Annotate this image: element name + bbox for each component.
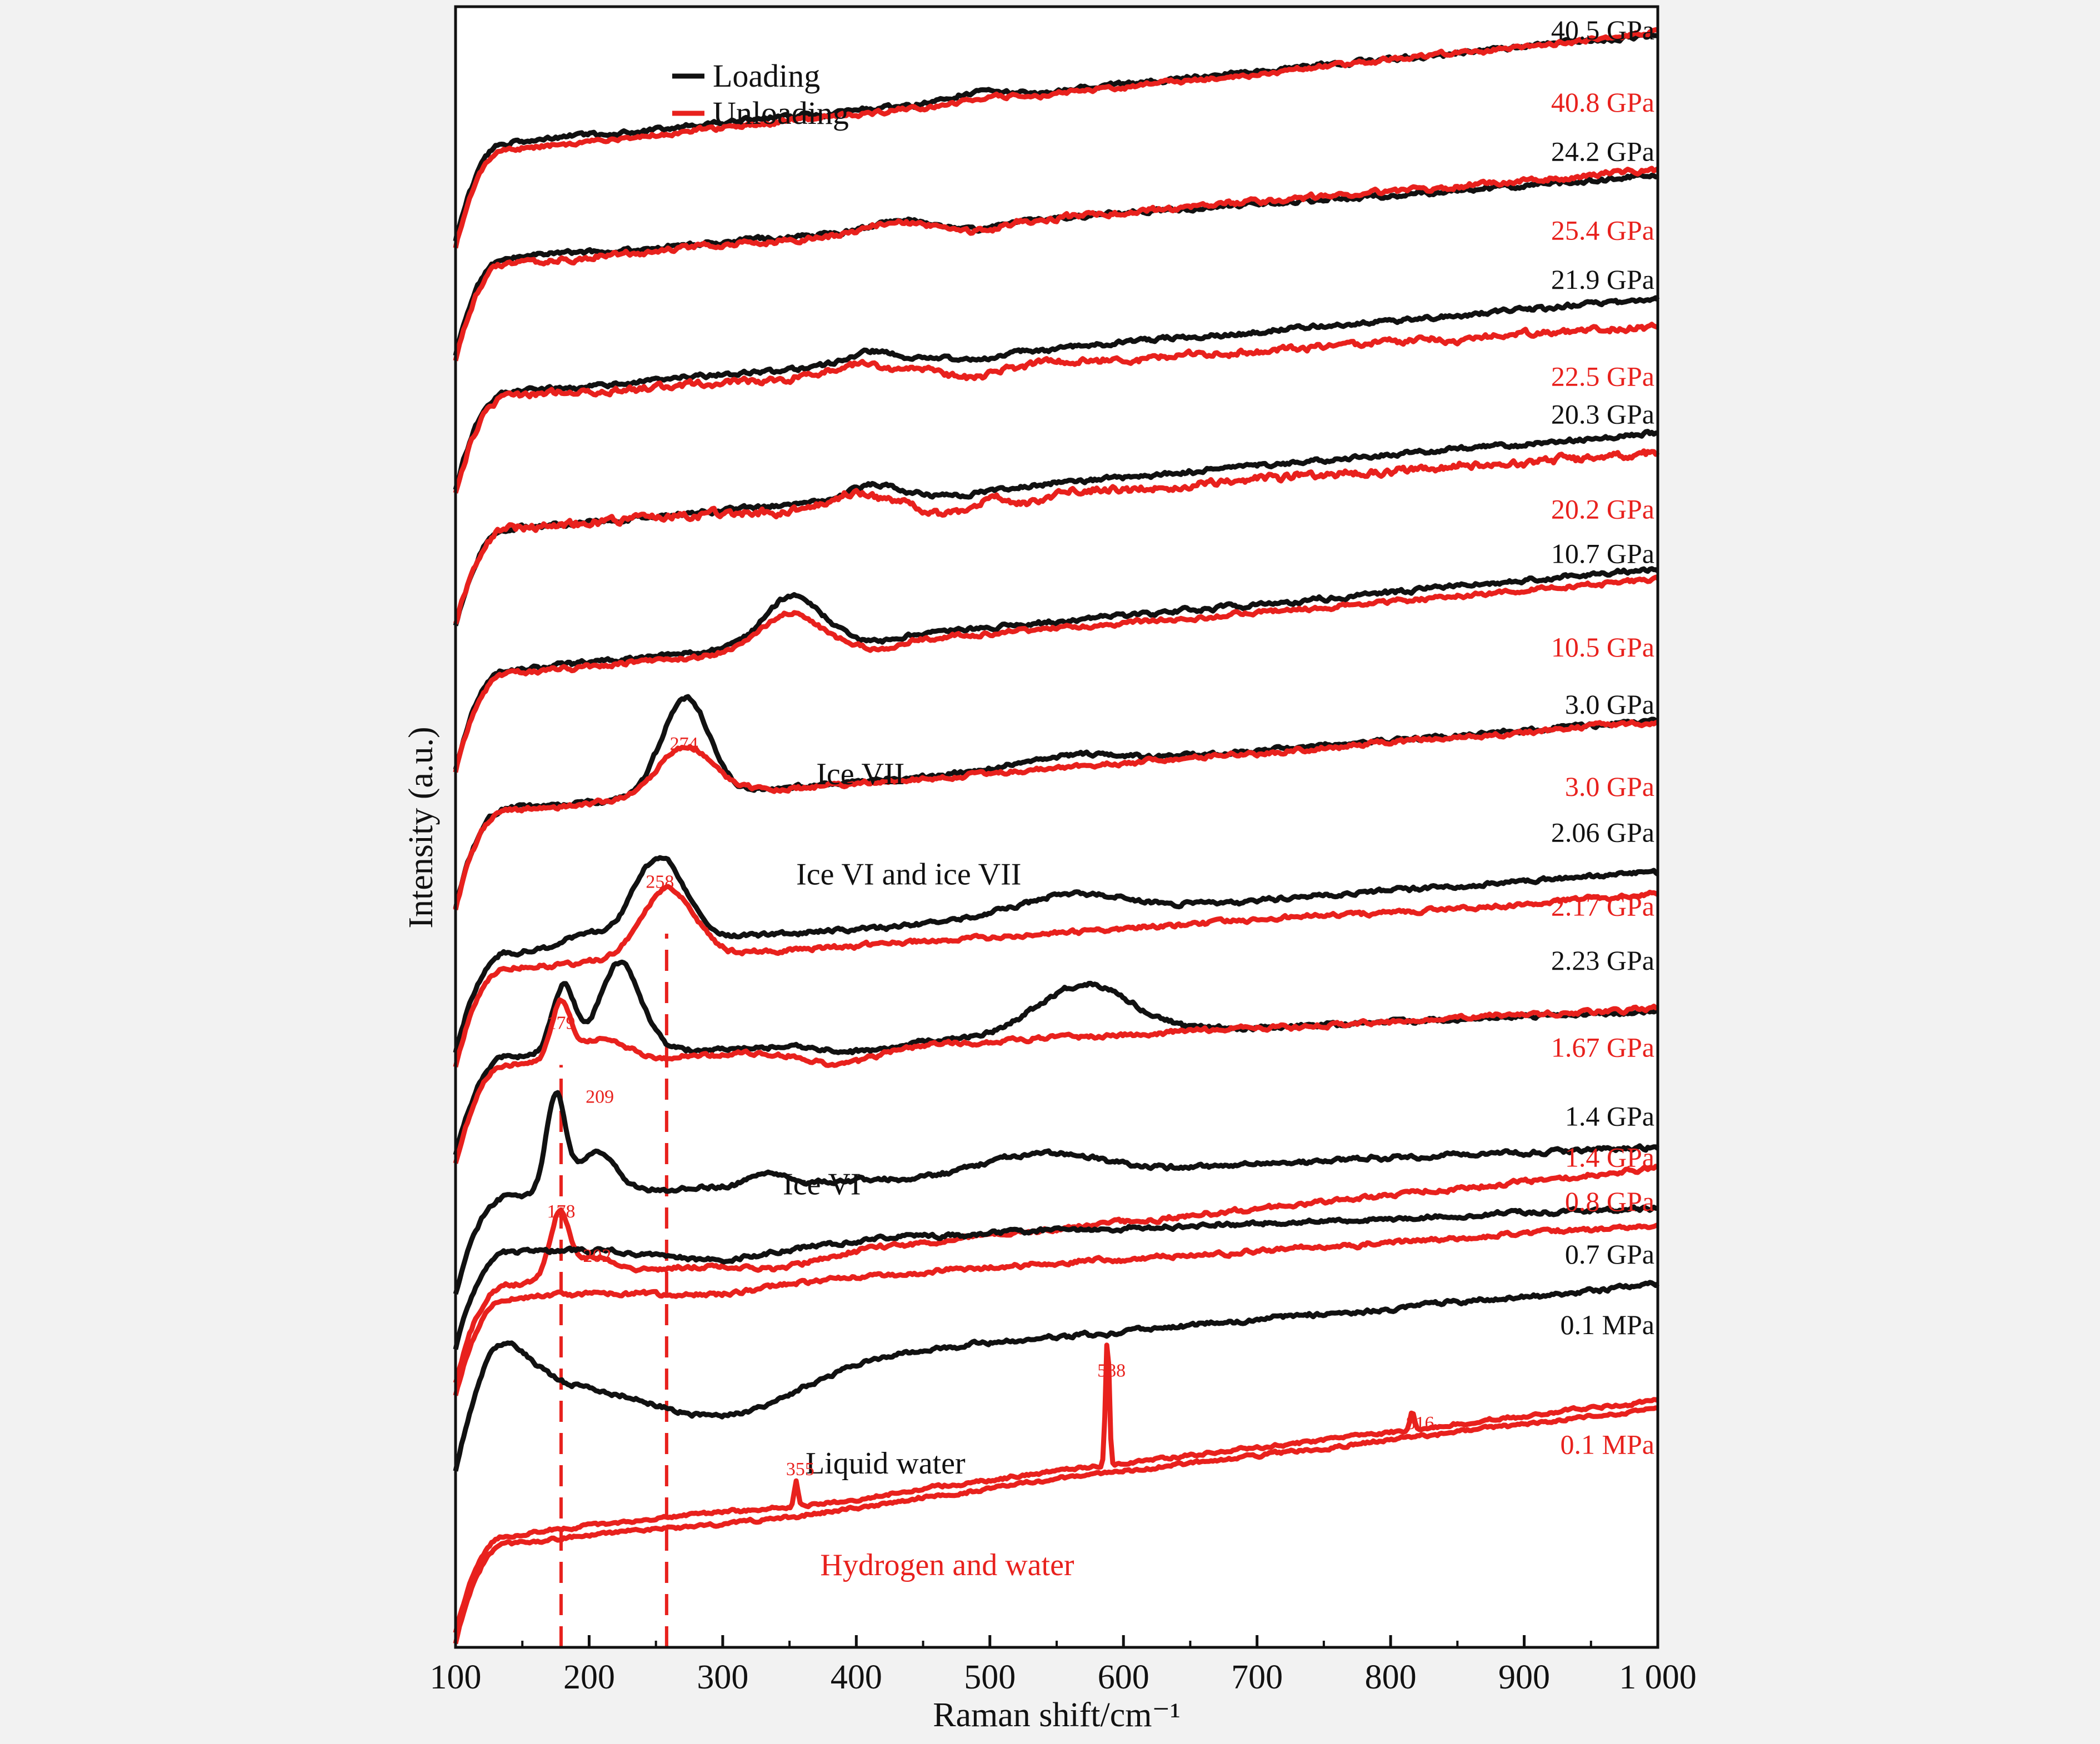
x-tick-label-800: 800 — [1365, 1658, 1417, 1696]
annotation-liquid-water: Liquid water — [806, 1446, 966, 1481]
pressure-label-unloading-25-4-gpa: 25.4 GPa — [1551, 214, 1654, 245]
x-tick-label-1000: 1 000 — [1619, 1658, 1697, 1696]
pressure-label-loading-10-7-gpa: 10.7 GPa — [1551, 538, 1654, 569]
annotation-ice-vi-and-ice-vii: Ice VI and ice VII — [796, 857, 1021, 891]
series-line-unloading-10-5-gpa — [453, 574, 1659, 773]
series-line-unloading-1-4-gpa — [453, 1164, 1659, 1384]
series-line-hydrogen-and-water — [453, 1405, 1659, 1645]
series-line-loading-2-06-gpa — [453, 855, 1659, 1054]
peak-label-202: 202 — [583, 1246, 611, 1266]
x-tick-label-600: 600 — [1098, 1658, 1149, 1696]
peak-label-274: 274 — [670, 734, 698, 754]
legend-label-loading: Loading — [713, 58, 820, 94]
pressure-label-loading-0-1-mpa: 0.1 MPa — [1561, 1309, 1654, 1340]
pressure-label-loading-21-9-gpa: 21.9 GPa — [1551, 264, 1654, 295]
pressure-label-unloading-22-5-gpa: 22.5 GPa — [1551, 360, 1654, 392]
x-tick-label-200: 200 — [563, 1658, 615, 1696]
pressure-label-unloading-10-5-gpa: 10.5 GPa — [1551, 632, 1654, 663]
pressure-label-loading-3-0-gpa: 3.0 GPa — [1565, 689, 1654, 720]
annotation-hydrogen-and-water: Hydrogen and water — [820, 1548, 1074, 1582]
annotation-ice-vii: Ice VII — [816, 757, 904, 791]
series-line-unloading-0-8-gpa — [453, 1222, 1659, 1396]
series-line-loading-0-7-gpa — [453, 1204, 1658, 1350]
peak-label-816: 816 — [1406, 1413, 1434, 1434]
series-line-loading-10-7-gpa — [453, 566, 1659, 770]
x-tick-label-400: 400 — [831, 1658, 882, 1696]
pressure-label-unloading-1-67-gpa: 1.67 GPa — [1551, 1032, 1654, 1063]
peak-label-179: 179 — [547, 1013, 575, 1033]
pressure-label-loading-2-23-gpa: 2.23 GPa — [1551, 945, 1654, 976]
series-line-unloading-0-1-mpa — [453, 1342, 1659, 1633]
pressure-label-loading-20-3-gpa: 20.3 GPa — [1551, 398, 1654, 429]
pressure-label-loading-2-06-gpa: 2.06 GPa — [1551, 817, 1654, 848]
peak-label-209: 209 — [586, 1086, 614, 1107]
peak-label-588: 588 — [1097, 1361, 1126, 1381]
x-tick-label-700: 700 — [1231, 1658, 1283, 1696]
pressure-label-loading-1-4-gpa: 1.4 GPa — [1565, 1101, 1654, 1132]
series-line-loading-0-1-mpa — [453, 1280, 1660, 1472]
series-line-unloading-2-17-gpa — [453, 884, 1659, 1068]
series-line-unloading-3-0-gpa — [453, 719, 1659, 910]
pressure-label-unloading-40-8-gpa: 40.8 GPa — [1551, 87, 1654, 118]
pressure-label-unloading-3-0-gpa: 3.0 GPa — [1565, 771, 1654, 802]
x-tick-label-900: 900 — [1498, 1658, 1550, 1696]
series-line-unloading-20-2-gpa — [453, 448, 1660, 625]
x-tick-label-100: 100 — [430, 1658, 482, 1696]
x-axis-title: Raman shift/cm⁻¹ — [933, 1696, 1181, 1734]
pressure-label-loading-24-2-gpa: 24.2 GPa — [1551, 136, 1654, 167]
pressure-label-unloading-20-2-gpa: 20.2 GPa — [1551, 494, 1654, 525]
series-line-unloading-25-4-gpa — [453, 166, 1659, 362]
pressure-label-loading-0-7-gpa: 0.7 GPa — [1565, 1239, 1654, 1270]
peak-label-355: 355 — [786, 1459, 814, 1480]
peak-label-258: 258 — [646, 871, 674, 892]
x-tick-label-300: 300 — [697, 1658, 748, 1696]
series-line-loading-21-9-gpa — [453, 295, 1660, 490]
pressure-label-unloading-0-8-gpa: 0.8 GPa — [1565, 1186, 1654, 1217]
annotation-ice-vi: Ice VI — [783, 1167, 861, 1202]
series-line-loading-2-23-gpa — [453, 959, 1658, 1156]
pressure-label-unloading-0-1-mpa: 0.1 MPa — [1561, 1429, 1654, 1460]
series-line-unloading-22-5-gpa — [453, 322, 1659, 494]
plot-area — [456, 7, 1658, 1647]
series-line-unloading-1-67-gpa — [453, 997, 1659, 1164]
pressure-label-unloading-1-4-gpa: 1.4 GPa — [1565, 1141, 1654, 1172]
pressure-label-unloading-2-17-gpa: 2.17 GPa — [1551, 891, 1654, 922]
legend: Loading Unloading — [672, 58, 849, 131]
legend-label-unloading: Unloading — [713, 95, 849, 131]
x-tick-label-500: 500 — [964, 1658, 1016, 1696]
pressure-label-loading-40-5-gpa: 40.5 GPa — [1551, 14, 1654, 46]
series-line-unloading-40-8-gpa — [453, 27, 1659, 249]
y-axis-title: Intensity (a.u.) — [402, 726, 440, 928]
series-line-loading-1-4-gpa — [453, 1090, 1659, 1295]
peak-label-178: 178 — [547, 1201, 575, 1222]
